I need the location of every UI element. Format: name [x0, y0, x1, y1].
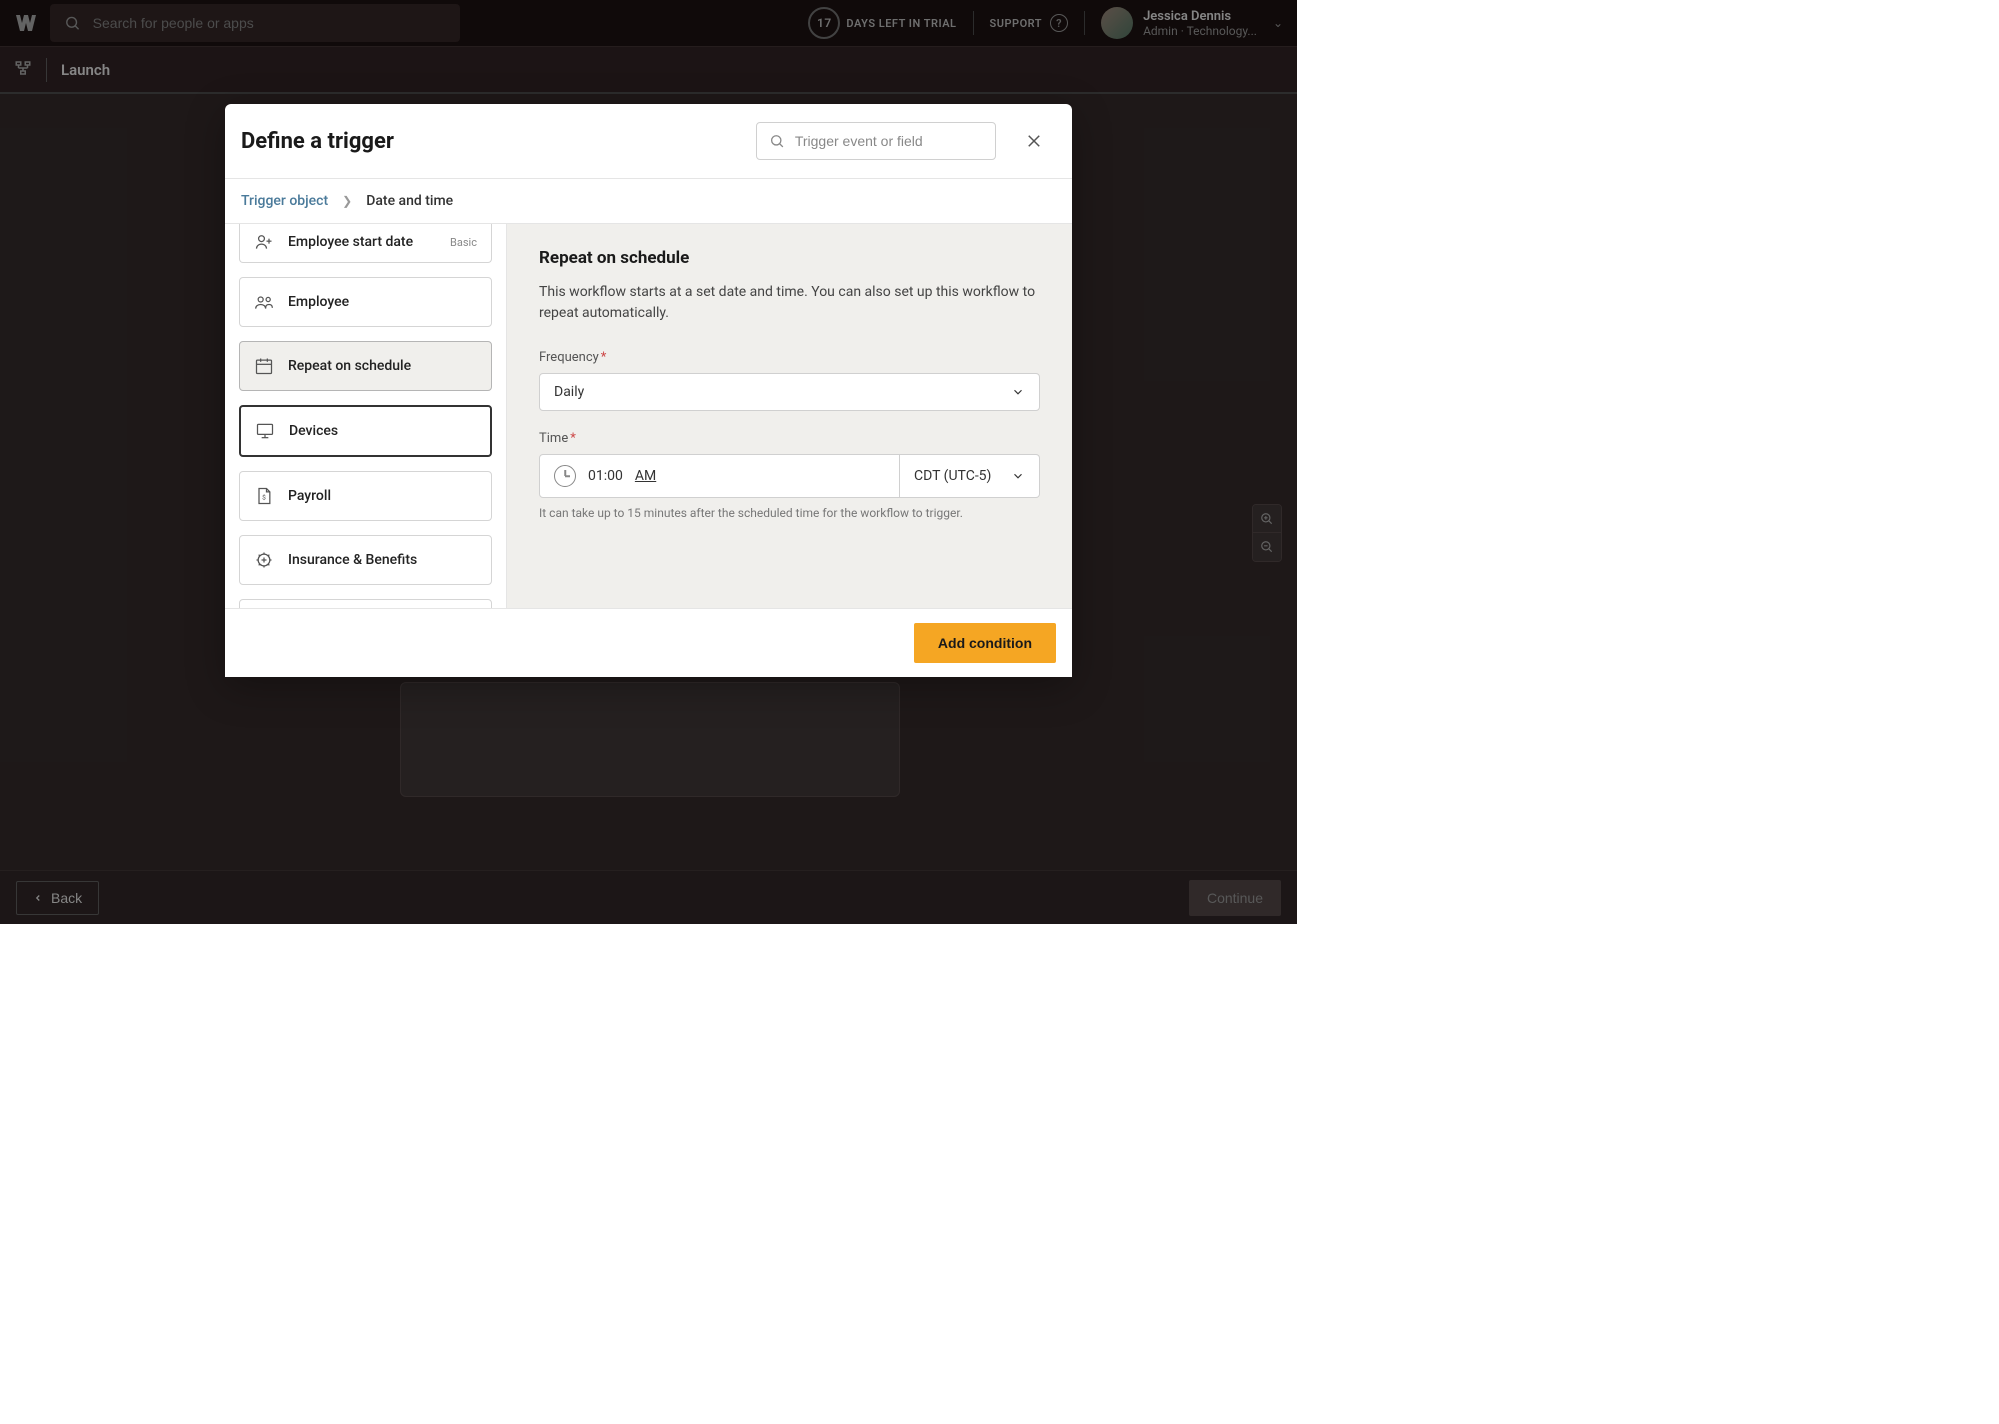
trigger-option-employee-start-date[interactable]: Employee start date Basic [239, 224, 492, 263]
breadcrumb-current: Date and time [366, 193, 453, 209]
trigger-badge: Basic [450, 236, 477, 249]
trigger-option-devices[interactable]: Devices [239, 405, 492, 457]
trigger-list: Employee start date Basic Employee Repea… [225, 224, 507, 608]
frequency-label: Frequency* [539, 350, 1040, 365]
chevron-down-icon [1011, 385, 1025, 399]
time-value: 01:00 [588, 468, 623, 484]
frequency-select[interactable]: Daily [539, 373, 1040, 411]
panel-title: Repeat on schedule [539, 248, 1040, 268]
define-trigger-modal: Define a trigger Trigger object ❯ Date a… [225, 104, 1072, 677]
time-field-group: Time* 01:00 AM CDT (UTC-5) It can [539, 431, 1040, 520]
time-hint: It can take up to 15 minutes after the s… [539, 506, 1040, 520]
trigger-option-payroll[interactable]: $ Payroll [239, 471, 492, 521]
breadcrumb: Trigger object ❯ Date and time [225, 179, 1072, 224]
trigger-label: Employee start date [288, 234, 413, 250]
modal-footer: Add condition [225, 608, 1072, 677]
close-icon [1025, 132, 1043, 150]
trigger-option-timeoff[interactable]: Time Off [239, 599, 492, 608]
required-indicator: * [601, 350, 607, 365]
clock-icon [554, 465, 576, 487]
person-plus-icon [254, 232, 274, 252]
document-dollar-icon: $ [254, 486, 274, 506]
modal-header: Define a trigger [225, 104, 1072, 179]
trigger-label: Repeat on schedule [288, 358, 411, 374]
time-period-toggle[interactable]: AM [635, 468, 656, 484]
svg-text:$: $ [262, 493, 266, 501]
trigger-label: Insurance & Benefits [288, 552, 417, 568]
chevron-right-icon: ❯ [342, 194, 352, 208]
gear-plus-icon [254, 550, 274, 570]
required-indicator: * [570, 431, 576, 446]
chevron-down-icon [1011, 469, 1025, 483]
panel-description: This workflow starts at a set date and t… [539, 282, 1040, 324]
trigger-option-repeat-schedule[interactable]: Repeat on schedule [239, 341, 492, 391]
trigger-search-input[interactable] [795, 133, 983, 149]
close-button[interactable] [1020, 127, 1048, 155]
timezone-select[interactable]: CDT (UTC-5) [900, 454, 1040, 498]
trigger-option-insurance[interactable]: Insurance & Benefits [239, 535, 492, 585]
trigger-label: Devices [289, 423, 338, 439]
timezone-value: CDT (UTC-5) [914, 468, 991, 484]
time-label: Time* [539, 431, 1040, 446]
modal-body: Employee start date Basic Employee Repea… [225, 224, 1072, 608]
monitor-icon [255, 421, 275, 441]
modal-search[interactable] [756, 122, 996, 160]
people-icon [254, 292, 274, 312]
modal-title: Define a trigger [241, 129, 394, 154]
search-icon [769, 132, 785, 150]
add-condition-button[interactable]: Add condition [914, 623, 1056, 663]
frequency-value: Daily [554, 384, 584, 400]
calendar-icon [254, 356, 274, 376]
app-container: 17 DAYS LEFT IN TRIAL SUPPORT ? Jessica … [0, 0, 1297, 924]
breadcrumb-link[interactable]: Trigger object [241, 193, 328, 209]
trigger-label: Payroll [288, 488, 331, 504]
time-input[interactable]: 01:00 AM [539, 454, 900, 498]
trigger-label: Employee [288, 294, 349, 310]
trigger-option-employee[interactable]: Employee [239, 277, 492, 327]
time-field-row: 01:00 AM CDT (UTC-5) [539, 454, 1040, 498]
trigger-config-panel: Repeat on schedule This workflow starts … [507, 224, 1072, 608]
frequency-field-group: Frequency* Daily [539, 350, 1040, 411]
